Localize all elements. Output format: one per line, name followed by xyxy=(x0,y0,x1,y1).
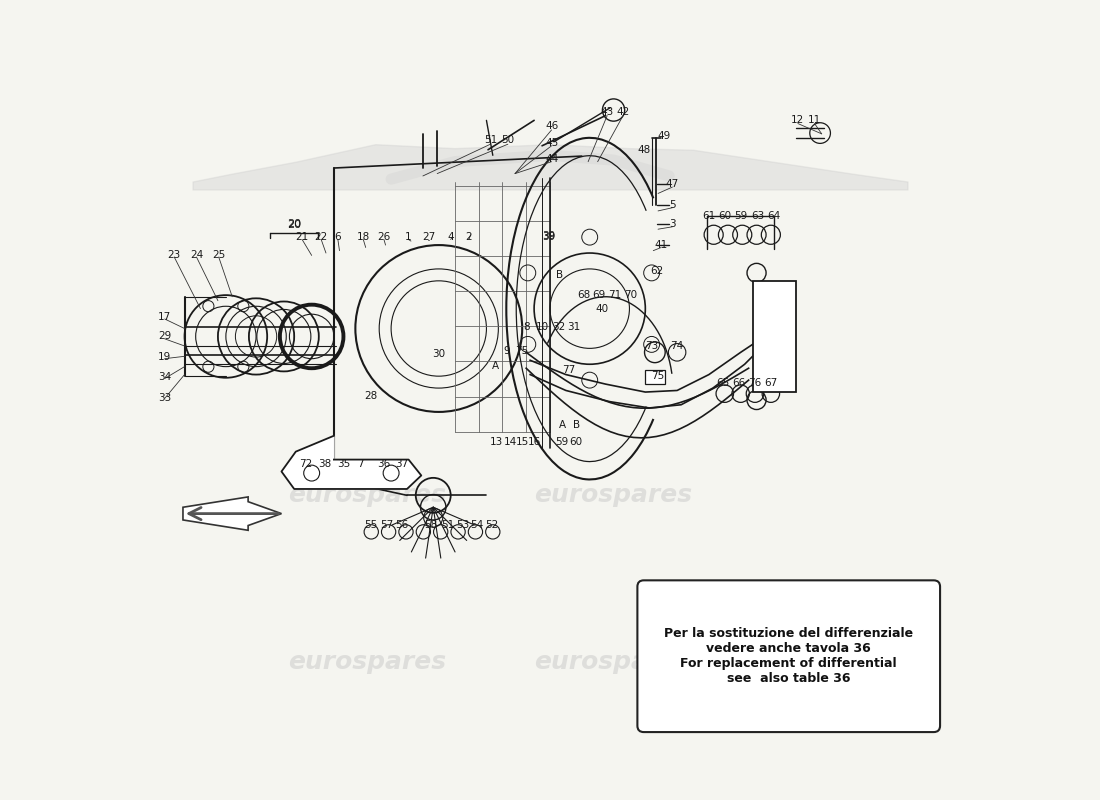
Text: 33: 33 xyxy=(158,393,172,402)
Text: 55: 55 xyxy=(364,520,377,530)
Text: 47: 47 xyxy=(666,179,679,189)
Text: 19: 19 xyxy=(158,352,172,362)
Text: 39: 39 xyxy=(542,232,556,242)
Text: 62: 62 xyxy=(650,266,663,276)
Text: 38: 38 xyxy=(319,458,332,469)
Polygon shape xyxy=(282,436,421,489)
Text: 60: 60 xyxy=(570,437,583,447)
Text: 49: 49 xyxy=(658,131,671,142)
Text: 26: 26 xyxy=(377,232,390,242)
Text: eurospares: eurospares xyxy=(288,650,447,674)
Text: 48: 48 xyxy=(637,145,650,154)
Text: 59: 59 xyxy=(556,437,569,447)
Text: 13: 13 xyxy=(490,437,503,447)
Text: 20: 20 xyxy=(287,220,301,230)
Text: 67: 67 xyxy=(764,378,778,387)
Text: 15: 15 xyxy=(516,437,529,447)
Text: 74: 74 xyxy=(671,341,684,351)
Text: 75: 75 xyxy=(651,371,664,381)
Text: 71: 71 xyxy=(608,290,622,300)
Text: 2: 2 xyxy=(465,232,472,242)
Text: 52: 52 xyxy=(485,520,498,530)
Text: 37: 37 xyxy=(395,458,408,469)
Text: 29: 29 xyxy=(158,331,172,342)
Text: 7: 7 xyxy=(356,458,363,469)
Text: 36: 36 xyxy=(377,458,390,469)
Text: B: B xyxy=(573,421,580,430)
Text: 65: 65 xyxy=(716,378,729,387)
Text: eurospares: eurospares xyxy=(535,650,693,674)
Text: 51: 51 xyxy=(484,135,497,146)
Text: 11: 11 xyxy=(807,115,822,126)
Text: 30: 30 xyxy=(432,349,446,359)
Text: 31: 31 xyxy=(568,322,581,332)
Text: 73: 73 xyxy=(645,341,658,351)
Text: B: B xyxy=(556,270,563,280)
Text: 56: 56 xyxy=(396,520,409,530)
Text: 60: 60 xyxy=(718,210,732,221)
Text: 34: 34 xyxy=(158,372,172,382)
Text: 5: 5 xyxy=(669,200,675,210)
Text: 3: 3 xyxy=(669,218,675,229)
Text: 35: 35 xyxy=(337,458,350,469)
Text: 23: 23 xyxy=(167,250,180,261)
Text: 16: 16 xyxy=(528,437,541,447)
Text: 41: 41 xyxy=(654,240,668,250)
Text: 40: 40 xyxy=(595,304,608,314)
Text: 18: 18 xyxy=(356,232,370,242)
Text: 76: 76 xyxy=(748,378,761,387)
Text: 72: 72 xyxy=(299,458,312,469)
Text: 27: 27 xyxy=(421,232,436,242)
FancyBboxPatch shape xyxy=(752,281,796,392)
Text: 8: 8 xyxy=(522,322,529,332)
Text: 44: 44 xyxy=(544,154,558,164)
FancyBboxPatch shape xyxy=(646,370,666,384)
Text: 39: 39 xyxy=(542,230,556,241)
Text: 43: 43 xyxy=(601,107,614,118)
Text: 53: 53 xyxy=(456,520,470,530)
Text: 50: 50 xyxy=(502,135,515,146)
Text: 46: 46 xyxy=(544,121,558,131)
Text: 22: 22 xyxy=(315,232,328,242)
Text: eurospares: eurospares xyxy=(288,483,447,507)
Text: 25: 25 xyxy=(212,250,226,261)
Text: 20: 20 xyxy=(287,218,301,229)
Text: 68: 68 xyxy=(578,290,591,300)
Text: 21: 21 xyxy=(296,232,309,242)
Text: 9: 9 xyxy=(504,346,510,356)
Text: 1: 1 xyxy=(405,232,411,242)
Text: 61: 61 xyxy=(702,210,715,221)
Text: 42: 42 xyxy=(616,107,629,118)
Text: 51: 51 xyxy=(442,520,455,530)
Text: Per la sostituzione del differenziale
vedere anche tavola 36
For replacement of : Per la sostituzione del differenziale ve… xyxy=(664,627,913,686)
Text: 32: 32 xyxy=(552,322,565,332)
Text: 6: 6 xyxy=(334,232,341,242)
Text: 63: 63 xyxy=(751,210,764,221)
Text: 66: 66 xyxy=(733,378,746,387)
Text: 28: 28 xyxy=(364,391,377,401)
Text: 12: 12 xyxy=(791,115,804,126)
Text: 54: 54 xyxy=(471,520,484,530)
Text: 64: 64 xyxy=(768,210,781,221)
Text: 59: 59 xyxy=(734,210,747,221)
Text: 75: 75 xyxy=(516,346,529,356)
Text: 10: 10 xyxy=(536,322,549,332)
Text: A: A xyxy=(559,421,566,430)
Text: 57: 57 xyxy=(381,520,394,530)
Text: 45: 45 xyxy=(544,138,558,147)
Text: A: A xyxy=(493,361,499,371)
Polygon shape xyxy=(183,497,282,530)
Text: 24: 24 xyxy=(190,250,204,261)
Text: 58: 58 xyxy=(425,520,438,530)
Text: 69: 69 xyxy=(593,290,606,300)
FancyBboxPatch shape xyxy=(637,580,940,732)
Text: 4: 4 xyxy=(448,232,454,242)
Text: 77: 77 xyxy=(562,365,575,375)
Text: 17: 17 xyxy=(158,311,172,322)
Text: 70: 70 xyxy=(624,290,637,300)
Text: eurospares: eurospares xyxy=(535,483,693,507)
Text: 14: 14 xyxy=(504,437,517,447)
